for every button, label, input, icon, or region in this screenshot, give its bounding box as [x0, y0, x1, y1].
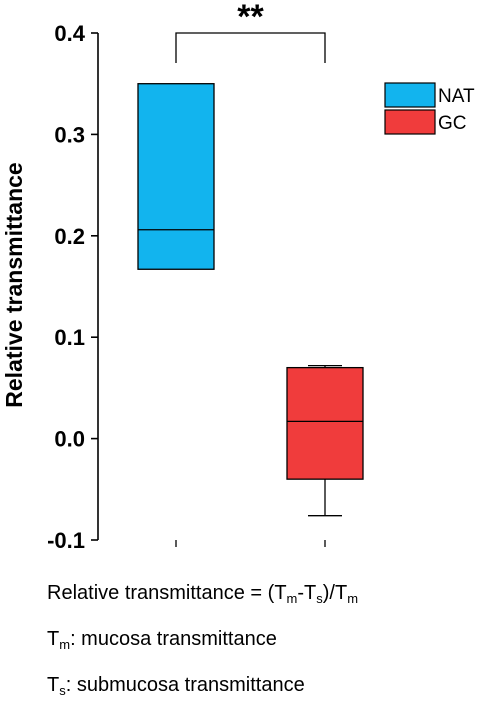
tm-symbol: T: [47, 628, 60, 650]
box-gc: [286, 364, 364, 547]
box-body: [137, 83, 215, 270]
y-tick-label: -0.1: [47, 528, 85, 553]
ts-text: : submucosa transmittance: [65, 674, 305, 696]
y-axis-title: Relative transmittance: [1, 162, 27, 407]
bracket-line: [175, 32, 326, 63]
formula-line: Relative transmittance = (Tm-Ts)/Tm: [47, 583, 358, 605]
legend-label: GC: [438, 113, 467, 134]
significance-stars: **: [237, 0, 264, 36]
formula-sub-s: s: [316, 591, 323, 606]
y-tick-label: 0.1: [54, 325, 85, 350]
box-body: [286, 366, 364, 480]
formula-mid: -T: [297, 582, 317, 604]
y-tick-label: 0.3: [54, 122, 85, 147]
ts-symbol: T: [47, 674, 60, 696]
tm-definition: Tm: mucosa transmittance: [47, 629, 277, 651]
box-nat: [137, 83, 215, 547]
formula-prefix: Relative transmittance = (T: [47, 582, 287, 604]
ts-definition: Ts: submucosa transmittance: [47, 675, 305, 697]
y-ticks: -0.1 0.0 0.1 0.2 0.3 0.4: [47, 21, 98, 553]
ts-subscript: s: [59, 683, 66, 698]
legend-swatch: [384, 109, 436, 135]
legend-label: NAT: [438, 86, 475, 107]
legend-swatch: [384, 82, 436, 108]
significance-bracket: **: [175, 0, 326, 63]
legend: NAT GC: [384, 82, 475, 135]
y-tick-label: 0.0: [54, 427, 85, 452]
formula-sub-m2: m: [347, 591, 359, 606]
box-plot-chart: Relative transmittance -0.1 0.0 0.1 0.2 0.3 0…: [1, 0, 475, 553]
y-tick-label: 0.4: [54, 21, 85, 46]
boxes: [137, 83, 364, 547]
y-tick-label: 0.2: [54, 224, 85, 249]
tm-subscript: m: [59, 637, 71, 652]
formula-mid2: )/T: [322, 582, 348, 604]
tm-text: : mucosa transmittance: [70, 628, 277, 650]
formula-sub-m: m: [286, 591, 298, 606]
